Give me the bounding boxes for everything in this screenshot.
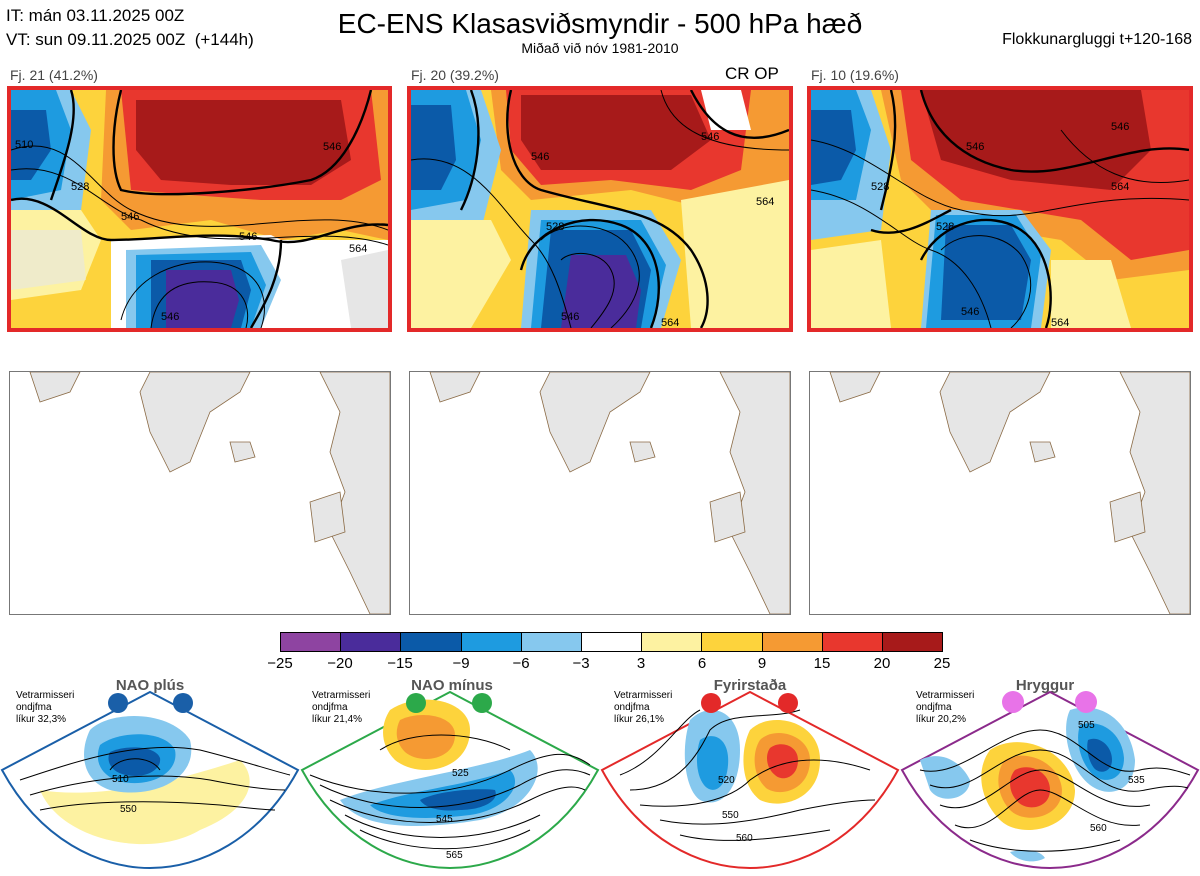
contour-label: 564 (661, 317, 679, 328)
regime-1-note: Vetrarmisseri ondjfma líkur 32,3% (16, 690, 75, 725)
colorbar-tick: −3 (572, 655, 590, 672)
contour-label: 546 (161, 311, 179, 323)
regime-4-map: 505 535 560 (900, 690, 1200, 876)
regime-4-note: Vetrarmisseri ondjfma líkur 20,2% (916, 690, 975, 725)
colorbar-tick: 15 (813, 655, 831, 672)
colorbar-segment (702, 633, 763, 651)
regime-3-note: Vetrarmisseri ondjfma líkur 26,1% (614, 690, 673, 725)
regime-4-marker (1002, 691, 1024, 713)
colorbar-segment (762, 633, 823, 651)
colorbar-segment (521, 633, 582, 651)
colorbar-segment (341, 633, 402, 651)
valid-time: VT: sun 09.11.2025 00Z (+144h) (6, 30, 254, 49)
land-map-1 (9, 371, 391, 615)
colorbar-tick: 6 (697, 655, 707, 672)
regime-3-name: Fyrirstaða (713, 677, 787, 694)
contour-label: 546 (966, 141, 984, 153)
contour-label: 528 (936, 221, 954, 233)
contour-label: 535 (1128, 775, 1145, 786)
contour-label: 510 (112, 774, 129, 785)
regime-4-name: Hryggur (1015, 677, 1075, 694)
cluster-1-map: 510 528 546 546 546 546 564 (7, 86, 392, 332)
init-time: IT: mán 03.11.2025 00Z (6, 6, 185, 25)
contour-label: 550 (722, 810, 739, 821)
page-subtitle: Miðað við nóv 1981-2010 (521, 40, 679, 56)
contour-label: 525 (452, 768, 469, 779)
colorbar-tick: −20 (327, 655, 353, 672)
regime-2-note: Vetrarmisseri ondjfma líkur 21,4% (312, 690, 371, 725)
contour-label: 546 (961, 306, 979, 318)
regime-2-marker (406, 693, 426, 713)
contour-label: 546 (121, 211, 139, 223)
contour-label: 520 (718, 775, 735, 786)
regime-3-marker (701, 693, 721, 713)
contour-label: 546 (701, 131, 719, 143)
contour-label: 505 (1078, 720, 1095, 731)
contour-label: 528 (871, 181, 889, 193)
page-title: EC-ENS Klasasviðsmyndir - 500 hPa hæð (337, 8, 863, 39)
regime-1-marker (108, 693, 128, 713)
colorbar-tick: 9 (757, 655, 767, 672)
colorbar-tick: −6 (512, 655, 530, 672)
colorbar (280, 632, 943, 652)
regime-1-name: NAO plús (115, 677, 185, 694)
contour-label: 546 (531, 151, 549, 163)
colorbar-tick: −9 (452, 655, 470, 672)
contour-label: 564 (1111, 181, 1129, 193)
colorbar-segment (581, 633, 643, 651)
cluster-3-map: 546 528 546 564 528 546 564 (807, 86, 1193, 332)
regime-1-map: 510 550 (0, 690, 300, 876)
contour-label: 528 (71, 181, 89, 193)
cluster-2-label: Fj. 20 (39.2%) (411, 67, 499, 83)
contour-label: 545 (436, 814, 453, 825)
regime-2-map: 525 545 565 (300, 690, 600, 876)
cluster-1-label: Fj. 21 (41.2%) (10, 67, 98, 83)
contour-label: 546 (561, 311, 579, 323)
contour-label: 528 (546, 221, 564, 233)
colorbar-tick: 20 (873, 655, 891, 672)
header-info: IT: mán 03.11.2025 00Z VT: sun 09.11.2025… (6, 4, 254, 52)
contour-label: 564 (756, 196, 774, 208)
colorbar-segment (822, 633, 883, 651)
contour-label: 550 (120, 804, 137, 815)
contour-label: 564 (349, 243, 367, 255)
contour-label: 546 (1111, 121, 1129, 133)
colorbar-segment (882, 633, 943, 651)
colorbar-tick: 25 (933, 655, 951, 672)
colorbar-tick: 3 (636, 655, 646, 672)
colorbar-segment (642, 633, 703, 651)
contour-label: 565 (446, 850, 463, 861)
land-map-2 (409, 371, 791, 615)
regime-3-map: 520 550 560 (600, 690, 900, 876)
colorbar-segment (401, 633, 462, 651)
contour-label: 560 (1090, 823, 1107, 834)
colorbar-segment (281, 633, 342, 651)
contour-label: 510 (15, 139, 33, 151)
colorbar-segment (461, 633, 522, 651)
contour-label: 546 (323, 141, 341, 153)
cluster-2-tag: CR OP (725, 64, 779, 83)
colorbar-tick: −15 (387, 655, 413, 672)
contour-label: 546 (239, 231, 257, 243)
cluster-3-label: Fj. 10 (19.6%) (811, 67, 899, 83)
contour-label: 560 (736, 833, 753, 844)
colorbar-tick: −25 (267, 655, 293, 672)
contour-label: 564 (1051, 317, 1069, 328)
regime-2-marker (472, 693, 492, 713)
clustering-window: Flokkunargluggi t+120-168 (1002, 31, 1192, 48)
regime-4-marker (1075, 691, 1097, 713)
regime-2-name: NAO mínus (411, 677, 493, 694)
regime-3-marker (778, 693, 798, 713)
land-map-3 (809, 371, 1191, 615)
cluster-2-map: 546 528 546 546 564 564 (407, 86, 793, 332)
regime-1-marker (173, 693, 193, 713)
